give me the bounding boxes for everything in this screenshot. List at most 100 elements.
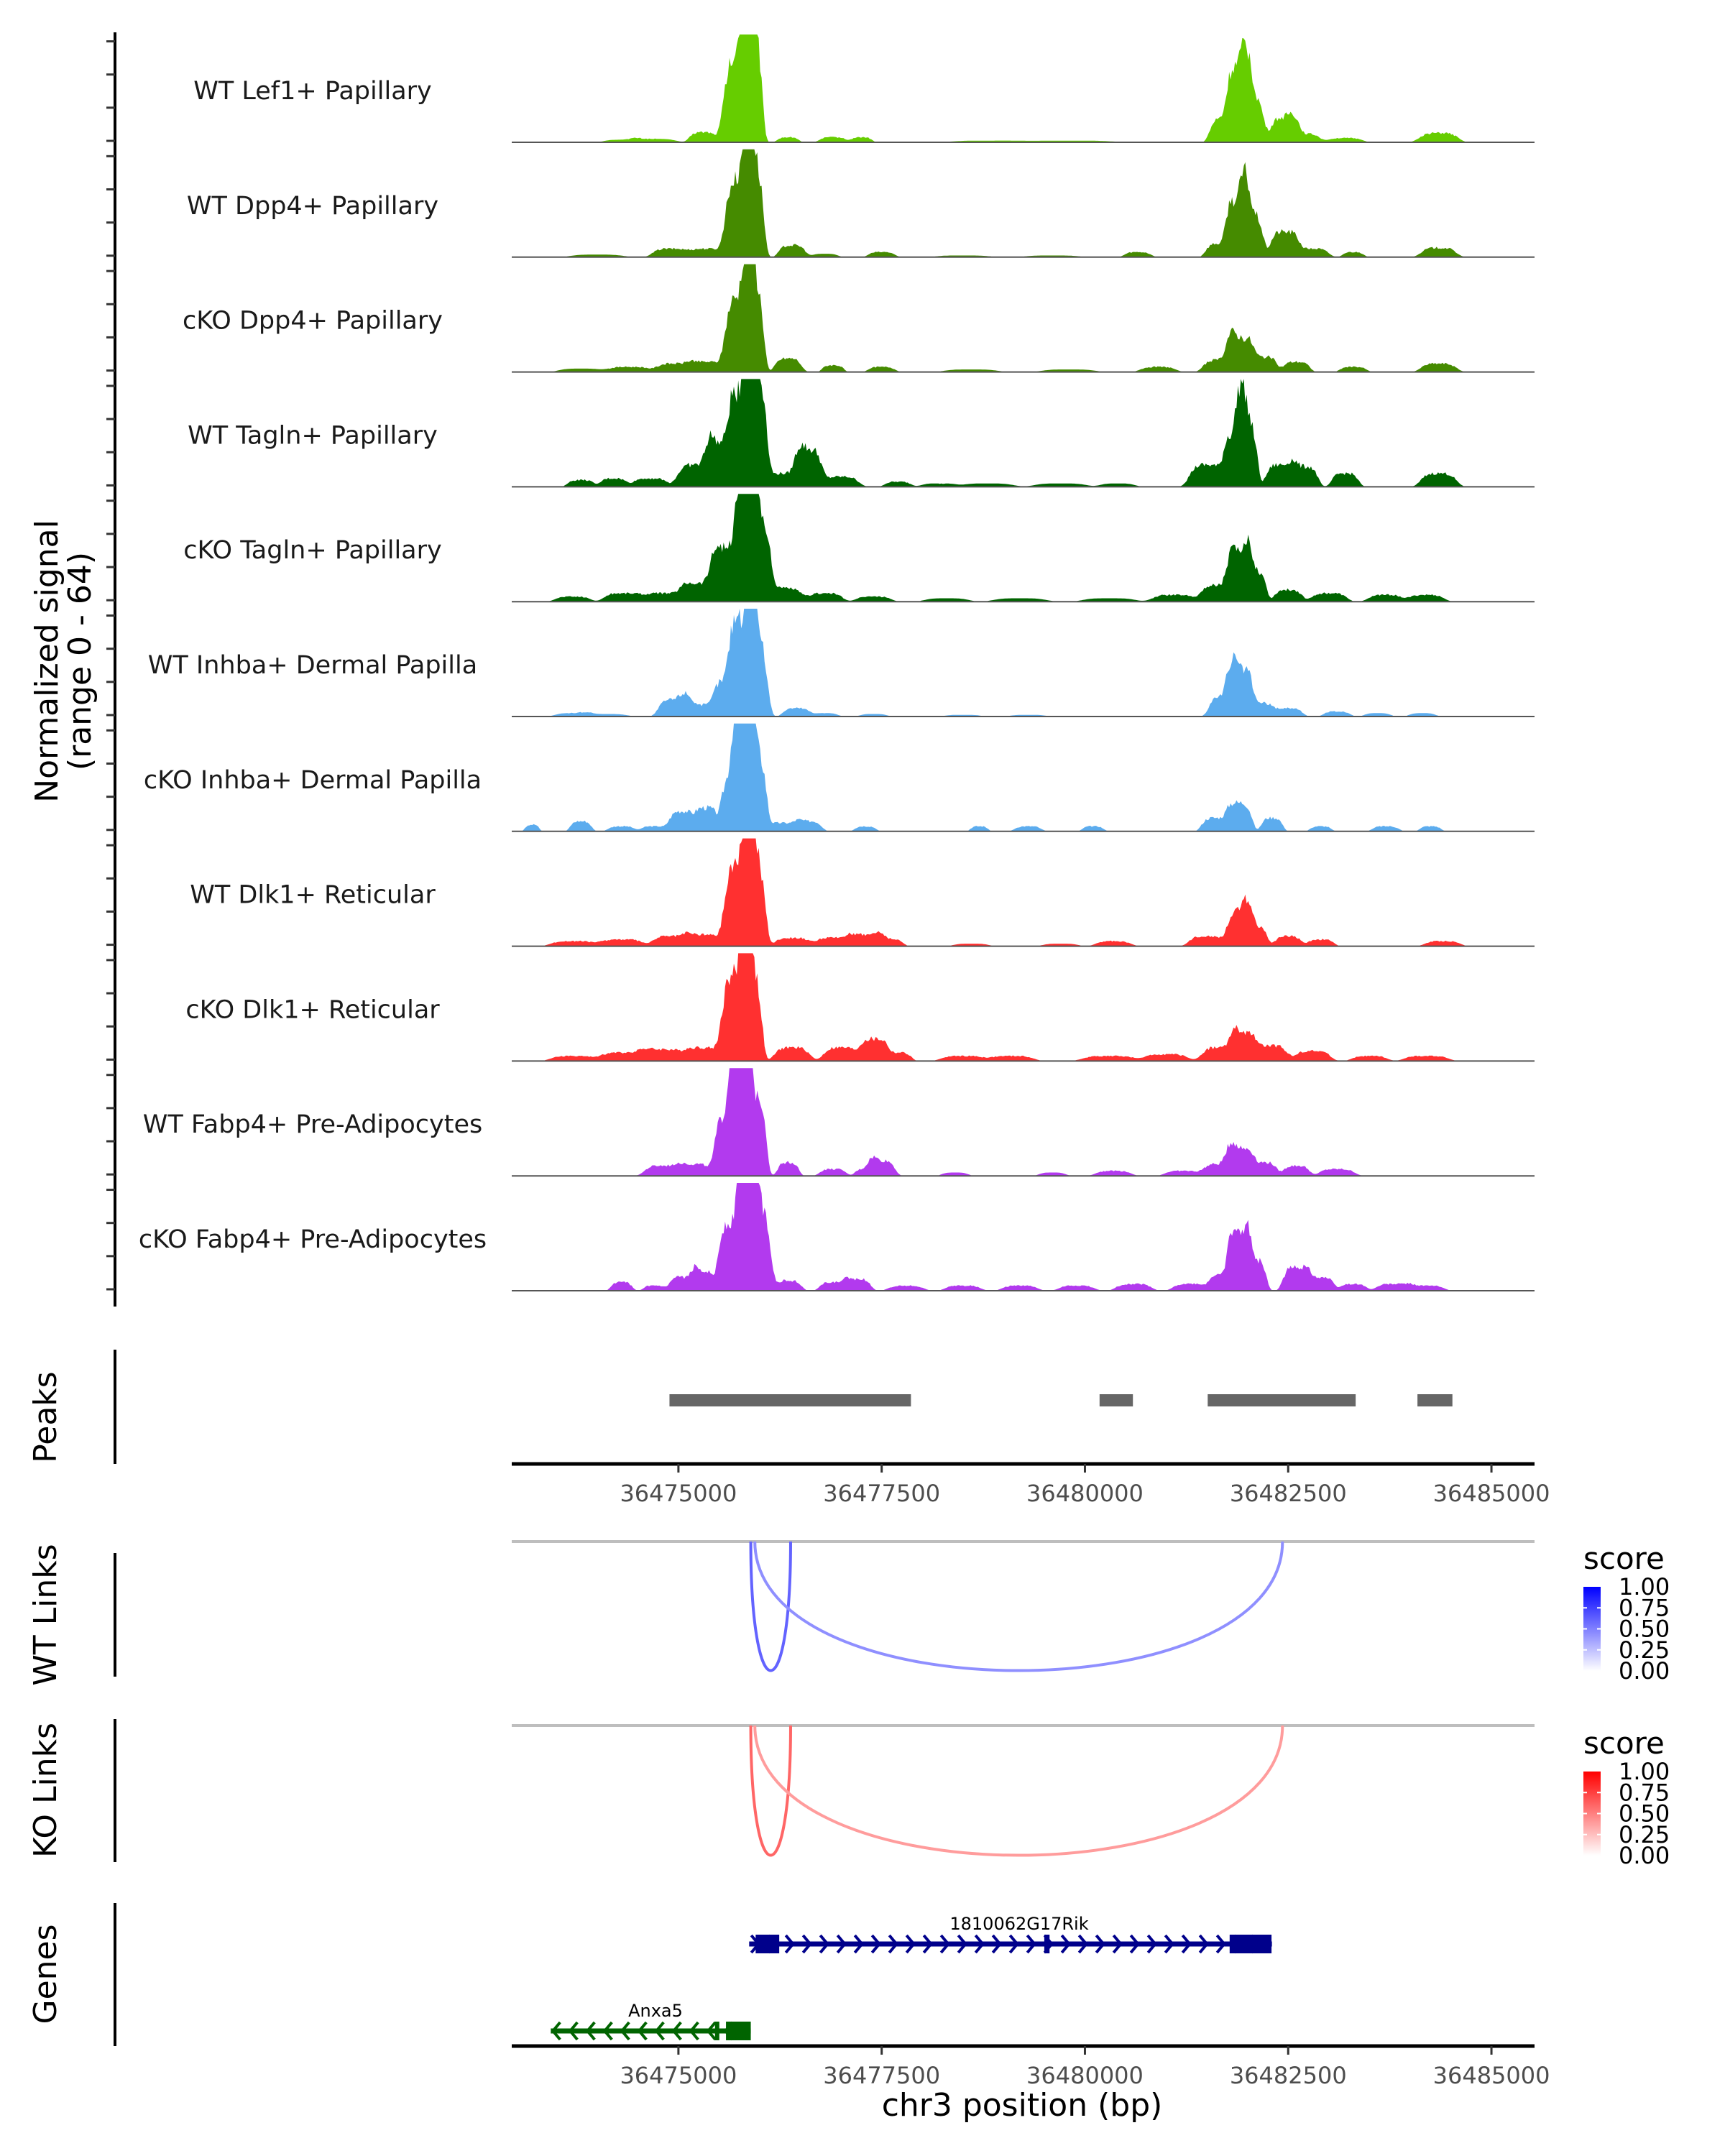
coverage-area [512,149,1535,257]
coverage-area [512,1068,1535,1176]
track-label: WT Lef1+ Papillary [193,77,432,106]
gene-model: 1810062G17Rik [749,1914,1272,1954]
coverage-track: WT Tagln+ Papillary [106,379,1535,488]
strand-arrow-icon [1008,1934,1019,1954]
coverage-area [512,1183,1535,1291]
strand-arrow-icon [1215,1934,1226,1954]
track-label: WT Dpp4+ Papillary [187,192,438,221]
x-tick-label: 36477500 [823,2062,940,2089]
track-label: cKO Fabp4+ Pre-Adipocytes [139,1225,487,1254]
peaks-track-label: Peaks [27,1371,64,1462]
track-label: cKO Dlk1+ Reticular [185,995,440,1024]
strand-arrow-icon [568,2021,579,2041]
coverage-track: WT Dlk1+ Reticular [106,838,1535,947]
coverage-track: cKO Dlk1+ Reticular [106,953,1535,1062]
x-tick-label: 36482500 [1230,1480,1347,1507]
gene-exon [726,2022,751,2040]
legend-label: 0.25 [1619,1821,1670,1848]
strand-arrow-icon [654,2021,665,2041]
strand-arrow-icon [974,1934,985,1954]
legend-label: 0.75 [1619,1594,1670,1621]
ko-links-label: KO Links [27,1723,64,1858]
legend-label: 0.50 [1619,1800,1670,1828]
coverage-track: WT Fabp4+ Pre-Adipocytes [106,1068,1535,1177]
coverage-track: cKO Inhba+ Dermal Papilla [106,723,1535,832]
x-tick-label: 36482500 [1230,2062,1347,2089]
genes-track-label: Genes [27,1924,64,2024]
peak-region [1208,1394,1356,1406]
x-tick-label: 36485000 [1433,2062,1550,2089]
link-arc [749,1725,792,1857]
x-axis-genes: 36475000 36477500 36480000 36482500 36485000 [512,2044,1550,2089]
coverage-area [512,723,1535,831]
gene-label: 1810062G17Rik [949,1914,1088,1934]
gene-exon [1044,1935,1050,1953]
genes-panel: Genes 1810062G17Rik Anxa5 [27,1903,1272,2046]
x-tick-label: 36475000 [620,2062,737,2089]
coverage-track: cKO Dpp4+ Papillary [106,264,1535,373]
coverage-track: WT Dpp4+ Papillary [106,149,1535,258]
coverage-area [512,264,1535,372]
strand-arrow-icon [637,2021,648,2041]
y-axis-title-line1: Normalized signal [29,520,65,803]
strand-arrow-icon [819,1934,829,1954]
gene-exon [755,1935,780,1953]
track-label: cKO Inhba+ Dermal Papilla [144,766,482,795]
peaks-panel: Peaks [27,1350,1453,1464]
y-axis-title-line2: (range 0 - 64) [62,552,98,770]
coverage-track: cKO Tagln+ Papillary [106,494,1535,603]
track-label: cKO Tagln+ Papillary [183,536,442,565]
x-tick-label: 36480000 [1026,1480,1144,1507]
strand-arrow-icon [801,1934,812,1954]
strand-arrow-icon [1146,1934,1157,1954]
gene-label: Anxa5 [628,2001,683,2021]
x-tick-label: 36480000 [1026,2062,1144,2089]
track-label: WT Inhba+ Dermal Papilla [148,651,477,680]
strand-arrow-icon [957,1934,967,1954]
strand-arrow-icon [585,2021,596,2041]
coverage-area [512,838,1535,946]
strand-arrow-icon [1164,1934,1174,1954]
coverage-area [512,494,1535,602]
strand-arrow-icon [939,1934,950,1954]
x-tick-label: 36485000 [1433,1480,1550,1507]
strand-arrow-icon [870,1934,881,1954]
strand-arrow-icon [1198,1934,1209,1954]
link-arc [753,1541,1284,1672]
coverage-area [512,34,1535,142]
coverage-track: WT Lef1+ Papillary [106,34,1535,143]
legend-label: 0.00 [1619,1657,1670,1685]
strand-arrow-icon [1181,1934,1192,1954]
strand-arrow-icon [689,2021,699,2041]
coverage-area [512,379,1535,487]
x-tick-label: 36477500 [823,1480,940,1507]
strand-arrow-icon [1112,1934,1123,1954]
peak-region [1099,1394,1133,1406]
ko-links-panel: KO Links score 1.000.750.500.250.00 [27,1719,1670,1869]
gene-exon [714,2022,719,2040]
gene-exon [1229,1935,1272,1953]
wt-links-label: WT Links [27,1544,64,1685]
track-label: WT Tagln+ Papillary [188,421,438,450]
peak-region [669,1394,911,1406]
strand-arrow-icon [1129,1934,1140,1954]
wt-links-panel: WT Links score 1.000.750.500.250.00 [27,1540,1670,1686]
strand-arrow-icon [853,1934,864,1954]
x-axis-title: chr3 position (bp) [882,2087,1163,2124]
track-label: cKO Dpp4+ Papillary [183,307,443,336]
legend-label: 0.00 [1619,1842,1670,1869]
legend-label: 1.00 [1619,1758,1670,1785]
ko-links-legend-title: score [1583,1726,1665,1761]
strand-arrow-icon [1026,1934,1036,1954]
track-label: WT Fabp4+ Pre-Adipocytes [143,1110,482,1139]
link-arc [753,1725,1284,1857]
strand-arrow-icon [706,2021,717,2041]
x-tick-label: 36475000 [620,1480,737,1507]
x-axis-peaks: 36475000 36477500 36480000 36482500 36485000 [512,1462,1550,1507]
wt-links-legend-title: score [1583,1541,1665,1576]
coverage-panel: WT Lef1+ Papillary WT Dpp4+ Papillary cKO … [106,32,1535,1307]
link-arc [749,1541,792,1672]
track-label: WT Dlk1+ Reticular [190,881,436,910]
strand-arrow-icon [620,2021,630,2041]
legend-label: 0.50 [1619,1616,1670,1643]
